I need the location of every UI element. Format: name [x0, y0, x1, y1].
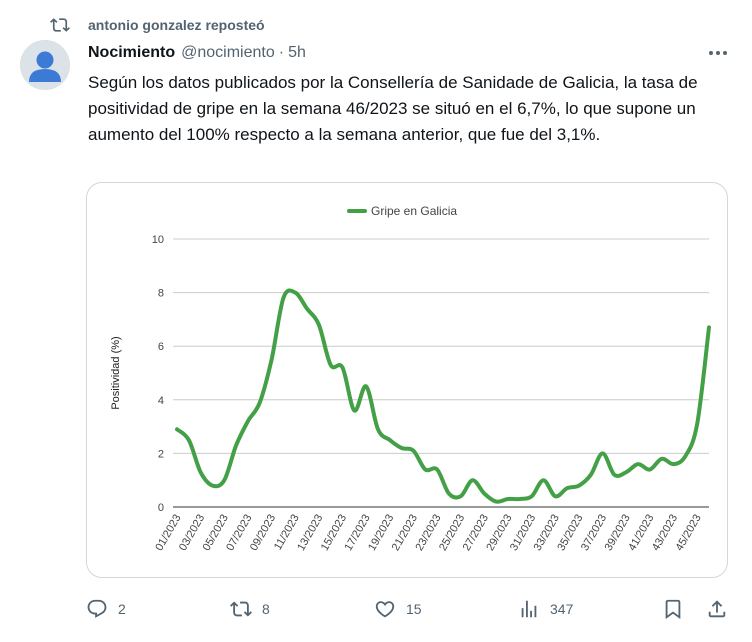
data-point — [660, 457, 664, 461]
repost-icon — [230, 601, 252, 617]
author-name[interactable]: Nocimiento — [88, 44, 176, 61]
data-point — [707, 325, 711, 329]
default-avatar-icon — [20, 40, 70, 90]
reply-icon — [87, 599, 107, 618]
chart-image[interactable]: 0 2 4 6 8 10 Positividad (%) 01/2023 03/2023 05/2… — [86, 182, 728, 578]
data-point — [494, 500, 498, 504]
post-time[interactable]: 5h — [288, 44, 306, 61]
data-point — [459, 494, 463, 498]
y-tick-label: 4 — [158, 395, 164, 407]
data-point — [246, 419, 250, 423]
data-point — [305, 307, 309, 311]
legend-label: Gripe en Galicia — [371, 204, 457, 218]
y-axis-label: Positividad (%) — [110, 336, 122, 409]
repost-icon — [50, 18, 70, 32]
like-count: 15 — [406, 601, 422, 617]
y-tick-label: 6 — [158, 341, 164, 353]
data-point — [210, 484, 214, 488]
data-point — [482, 492, 486, 496]
data-point — [589, 473, 593, 477]
share-button[interactable] — [706, 596, 728, 622]
data-point — [175, 427, 179, 431]
data-point — [624, 470, 628, 474]
data-point — [636, 462, 640, 466]
data-point — [530, 494, 534, 498]
data-point — [565, 486, 569, 490]
data-point — [435, 467, 439, 471]
data-point — [270, 358, 274, 362]
reply-button[interactable]: 2 — [86, 596, 126, 622]
post-header: Nocimiento @nocimiento · 5h — [88, 42, 732, 64]
author-handle[interactable]: @nocimiento — [181, 44, 275, 61]
bookmark-icon — [665, 599, 681, 620]
data-point — [187, 438, 191, 442]
share-icon — [708, 600, 726, 618]
bookmark-button[interactable] — [662, 596, 684, 622]
data-point — [388, 438, 392, 442]
repost-count: 8 — [262, 601, 270, 617]
y-tick-label: 10 — [152, 234, 164, 246]
repost-button[interactable]: 8 — [230, 596, 270, 622]
series-line-gripe-en-galicia — [175, 288, 711, 504]
data-point — [672, 462, 676, 466]
data-point — [612, 473, 616, 477]
avatar[interactable] — [20, 40, 70, 90]
data-point — [506, 497, 510, 501]
data-point — [293, 291, 297, 295]
data-point — [376, 427, 380, 431]
data-point — [683, 454, 687, 458]
data-point — [423, 467, 427, 471]
y-tick-label: 2 — [158, 448, 164, 460]
data-point — [471, 478, 475, 482]
data-point — [518, 497, 522, 501]
y-tick-label: 8 — [158, 288, 164, 300]
data-point — [541, 478, 545, 482]
y-tick-label: 0 — [158, 502, 164, 514]
more-options-icon[interactable] — [706, 42, 730, 64]
views-icon — [521, 600, 537, 618]
data-point — [234, 443, 238, 447]
reply-count: 2 — [118, 601, 126, 617]
data-point — [317, 323, 321, 327]
post-text: Según los datos publicados por la Consel… — [88, 73, 698, 144]
data-point — [352, 409, 356, 413]
data-point — [364, 384, 368, 388]
data-point — [341, 366, 345, 370]
data-point — [447, 492, 451, 496]
data-point — [199, 470, 203, 474]
views-button[interactable]: 347 — [518, 596, 573, 622]
data-point — [258, 400, 262, 404]
action-bar: 2 8 15 347 — [0, 596, 752, 622]
separator-dot: · — [278, 44, 285, 61]
data-point — [222, 478, 226, 482]
data-point — [648, 467, 652, 471]
data-point — [577, 484, 581, 488]
data-point — [411, 449, 415, 453]
data-point — [553, 494, 557, 498]
data-point — [601, 451, 605, 455]
views-count: 347 — [550, 601, 574, 617]
like-button[interactable]: 15 — [374, 596, 422, 622]
heart-icon — [375, 601, 395, 618]
data-point — [281, 296, 285, 300]
data-point — [400, 446, 404, 450]
repost-text[interactable]: antonio gonzalez reposteó — [88, 17, 265, 33]
data-point — [329, 363, 333, 367]
data-point — [695, 422, 699, 426]
